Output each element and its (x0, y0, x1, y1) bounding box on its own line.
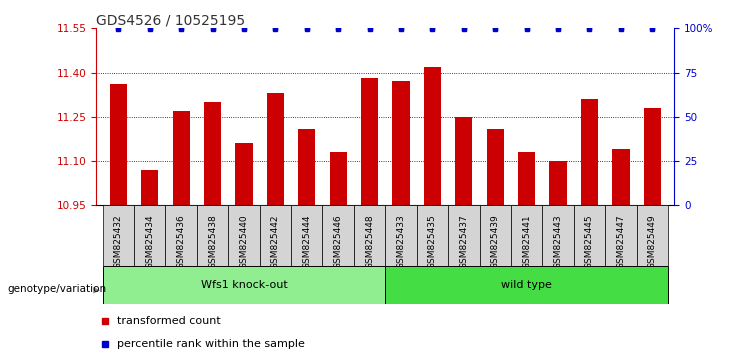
Bar (487, 129, 504, 205)
Text: GSM825449: GSM825449 (648, 214, 657, 269)
Bar (549, 161, 567, 205)
Text: GSM825440: GSM825440 (239, 214, 248, 269)
Text: GSM825443: GSM825443 (554, 214, 562, 269)
Text: GDS4526 / 10525195: GDS4526 / 10525195 (96, 13, 245, 27)
Bar (479, 205, 511, 266)
Bar (581, 99, 598, 205)
Text: wild type: wild type (501, 280, 552, 290)
Bar (542, 205, 574, 266)
Text: GSM825435: GSM825435 (428, 214, 437, 269)
Bar (102, 205, 134, 266)
Bar (574, 205, 605, 266)
Bar (236, 143, 253, 205)
Text: GSM825432: GSM825432 (114, 214, 123, 269)
Text: Wfs1 knock-out: Wfs1 knock-out (201, 280, 288, 290)
Bar (298, 129, 316, 205)
Text: percentile rank within the sample: percentile rank within the sample (116, 339, 305, 349)
Bar (291, 205, 322, 266)
Bar (448, 205, 479, 266)
Bar (612, 149, 630, 205)
Bar (644, 108, 661, 205)
Bar (259, 205, 291, 266)
Bar (204, 102, 222, 205)
Text: GSM825446: GSM825446 (333, 214, 342, 269)
Text: GSM825434: GSM825434 (145, 214, 154, 269)
Bar (141, 170, 159, 205)
Text: genotype/variation: genotype/variation (7, 284, 107, 293)
Bar (455, 117, 473, 205)
Text: GSM825447: GSM825447 (617, 214, 625, 269)
Text: GSM825444: GSM825444 (302, 214, 311, 269)
Bar (385, 205, 416, 266)
Bar (424, 67, 441, 205)
Text: GSM825433: GSM825433 (396, 214, 405, 269)
Text: GSM825445: GSM825445 (585, 214, 594, 269)
Bar (385, 266, 668, 304)
Bar (110, 84, 127, 205)
Bar (102, 266, 385, 304)
Bar (518, 152, 535, 205)
Bar (393, 81, 410, 205)
Bar (197, 205, 228, 266)
Text: GSM825439: GSM825439 (491, 214, 499, 269)
Bar (322, 205, 354, 266)
Bar (511, 205, 542, 266)
Text: GSM825438: GSM825438 (208, 214, 217, 269)
Text: GSM825437: GSM825437 (459, 214, 468, 269)
Text: GSM825436: GSM825436 (176, 214, 186, 269)
Text: GSM825448: GSM825448 (365, 214, 374, 269)
Text: GSM825442: GSM825442 (271, 214, 280, 269)
Bar (134, 205, 165, 266)
Bar (165, 205, 197, 266)
Bar (361, 79, 378, 205)
Bar (416, 205, 448, 266)
Text: transformed count: transformed count (116, 316, 220, 326)
Bar (267, 93, 284, 205)
Bar (637, 205, 668, 266)
Bar (330, 152, 347, 205)
Bar (228, 205, 259, 266)
Text: GSM825441: GSM825441 (522, 214, 531, 269)
Bar (354, 205, 385, 266)
Bar (605, 205, 637, 266)
Bar (173, 111, 190, 205)
